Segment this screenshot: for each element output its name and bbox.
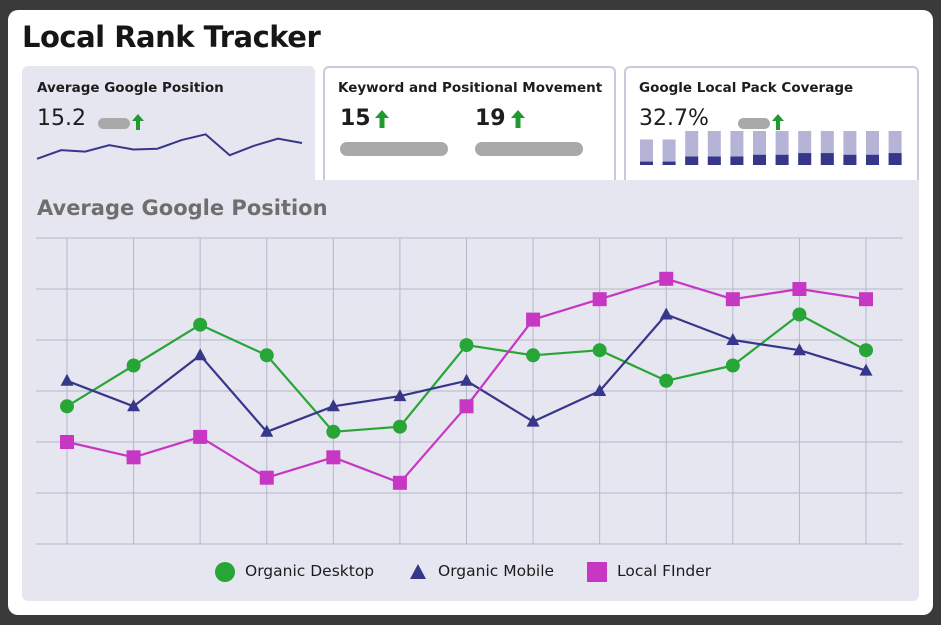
data-point-local-finder: [592, 292, 607, 307]
coverage-bar-covered: [866, 154, 879, 165]
coverage-bar-covered: [775, 154, 789, 165]
coverage-bar-covered: [640, 161, 653, 165]
data-point-organic-desktop: [725, 358, 740, 373]
kpi-value: 15.2: [37, 106, 86, 131]
coverage-bar-total: [640, 139, 653, 165]
card-title: Keyword and Positional Movement: [338, 80, 603, 96]
data-point-local-finder: [126, 450, 141, 465]
coverage-bar-total: [662, 139, 676, 165]
legend-triangle-icon: [410, 564, 426, 579]
coverage-bar-covered: [685, 156, 699, 165]
data-point-local-finder: [326, 450, 341, 465]
data-point-organic-mobile: [859, 363, 873, 376]
coverage-bar-covered: [843, 154, 857, 165]
data-point-local-finder: [725, 292, 740, 307]
chart-title: Average Google Position: [37, 196, 328, 220]
data-point-organic-mobile: [260, 424, 274, 437]
legend-circle-icon: [215, 562, 235, 582]
data-point-local-finder: [526, 312, 541, 327]
coverage-bar-covered: [730, 156, 744, 165]
data-point-organic-desktop: [659, 373, 674, 388]
kpi-value-a: 15: [340, 106, 371, 131]
arrow-up-icon: [132, 114, 144, 130]
sparkline-chart: [36, 133, 303, 160]
card-title: Google Local Pack Coverage: [639, 80, 854, 96]
progress-bar-a: [340, 142, 448, 156]
card-keyword-positional-movement[interactable]: Keyword and Positional Movement 15 19: [323, 66, 616, 180]
data-point-local-finder: [392, 475, 407, 490]
data-point-local-finder: [659, 271, 674, 286]
trend-pill: [98, 118, 130, 129]
data-point-organic-desktop: [60, 399, 74, 414]
data-point-organic-mobile: [326, 399, 340, 412]
kpi-value-b: 19: [475, 106, 506, 131]
legend-label-organic-mobile: Organic Mobile: [438, 562, 555, 580]
data-point-organic-mobile: [127, 399, 141, 412]
data-point-organic-mobile: [460, 373, 473, 386]
kpi-value: 32.7%: [639, 106, 709, 131]
data-point-local-finder: [792, 282, 807, 296]
data-point-organic-mobile: [726, 333, 740, 345]
page-title: Local Rank Tracker: [22, 20, 321, 54]
data-point-organic-desktop: [792, 307, 807, 322]
arrow-up-icon: [772, 114, 784, 130]
data-point-organic-mobile: [526, 414, 540, 427]
data-point-organic-desktop: [193, 317, 208, 332]
sparkline-line: [36, 133, 303, 160]
arrow-up-icon: [375, 110, 389, 128]
data-point-organic-desktop: [526, 348, 541, 363]
card-title: Average Google Position: [37, 80, 224, 96]
coverage-bar-covered: [798, 153, 812, 165]
legend-square-icon: [587, 562, 607, 582]
coverage-bar-chart: [640, 131, 902, 165]
coverage-bar-covered: [662, 161, 676, 165]
data-point-organic-desktop: [126, 358, 141, 373]
data-point-organic-mobile: [60, 373, 74, 386]
chart-grid: [36, 237, 903, 545]
card-average-google-position[interactable]: Average Google Position 15.2: [22, 66, 315, 180]
data-point-local-finder: [193, 429, 208, 444]
legend-label-local-finder: Local FInder: [617, 562, 712, 580]
data-point-organic-desktop: [326, 424, 341, 439]
data-point-organic-mobile: [792, 343, 806, 356]
data-point-organic-mobile: [393, 389, 407, 402]
coverage-bar-covered: [707, 156, 721, 165]
arrow-up-icon: [511, 110, 525, 128]
coverage-bar-covered: [888, 153, 902, 165]
data-point-local-finder: [60, 435, 74, 449]
data-point-organic-mobile: [659, 307, 673, 320]
data-point-organic-desktop: [592, 343, 607, 358]
legend-label-organic-desktop: Organic Desktop: [245, 562, 375, 580]
data-point-organic-mobile: [193, 348, 207, 361]
progress-bar-b: [475, 142, 583, 156]
data-point-local-finder: [259, 470, 274, 485]
trend-pill: [738, 118, 770, 129]
data-point-local-finder: [859, 292, 873, 307]
data-point-organic-desktop: [459, 338, 474, 353]
data-point-organic-desktop: [392, 419, 407, 434]
data-point-local-finder: [459, 399, 474, 414]
data-point-organic-desktop: [259, 348, 274, 363]
coverage-bar-covered: [753, 154, 766, 165]
coverage-bar-covered: [820, 153, 834, 165]
card-google-local-pack-coverage[interactable]: Google Local Pack Coverage 32.7%: [624, 66, 919, 180]
data-point-organic-desktop: [859, 343, 873, 358]
data-point-organic-mobile: [593, 384, 607, 396]
